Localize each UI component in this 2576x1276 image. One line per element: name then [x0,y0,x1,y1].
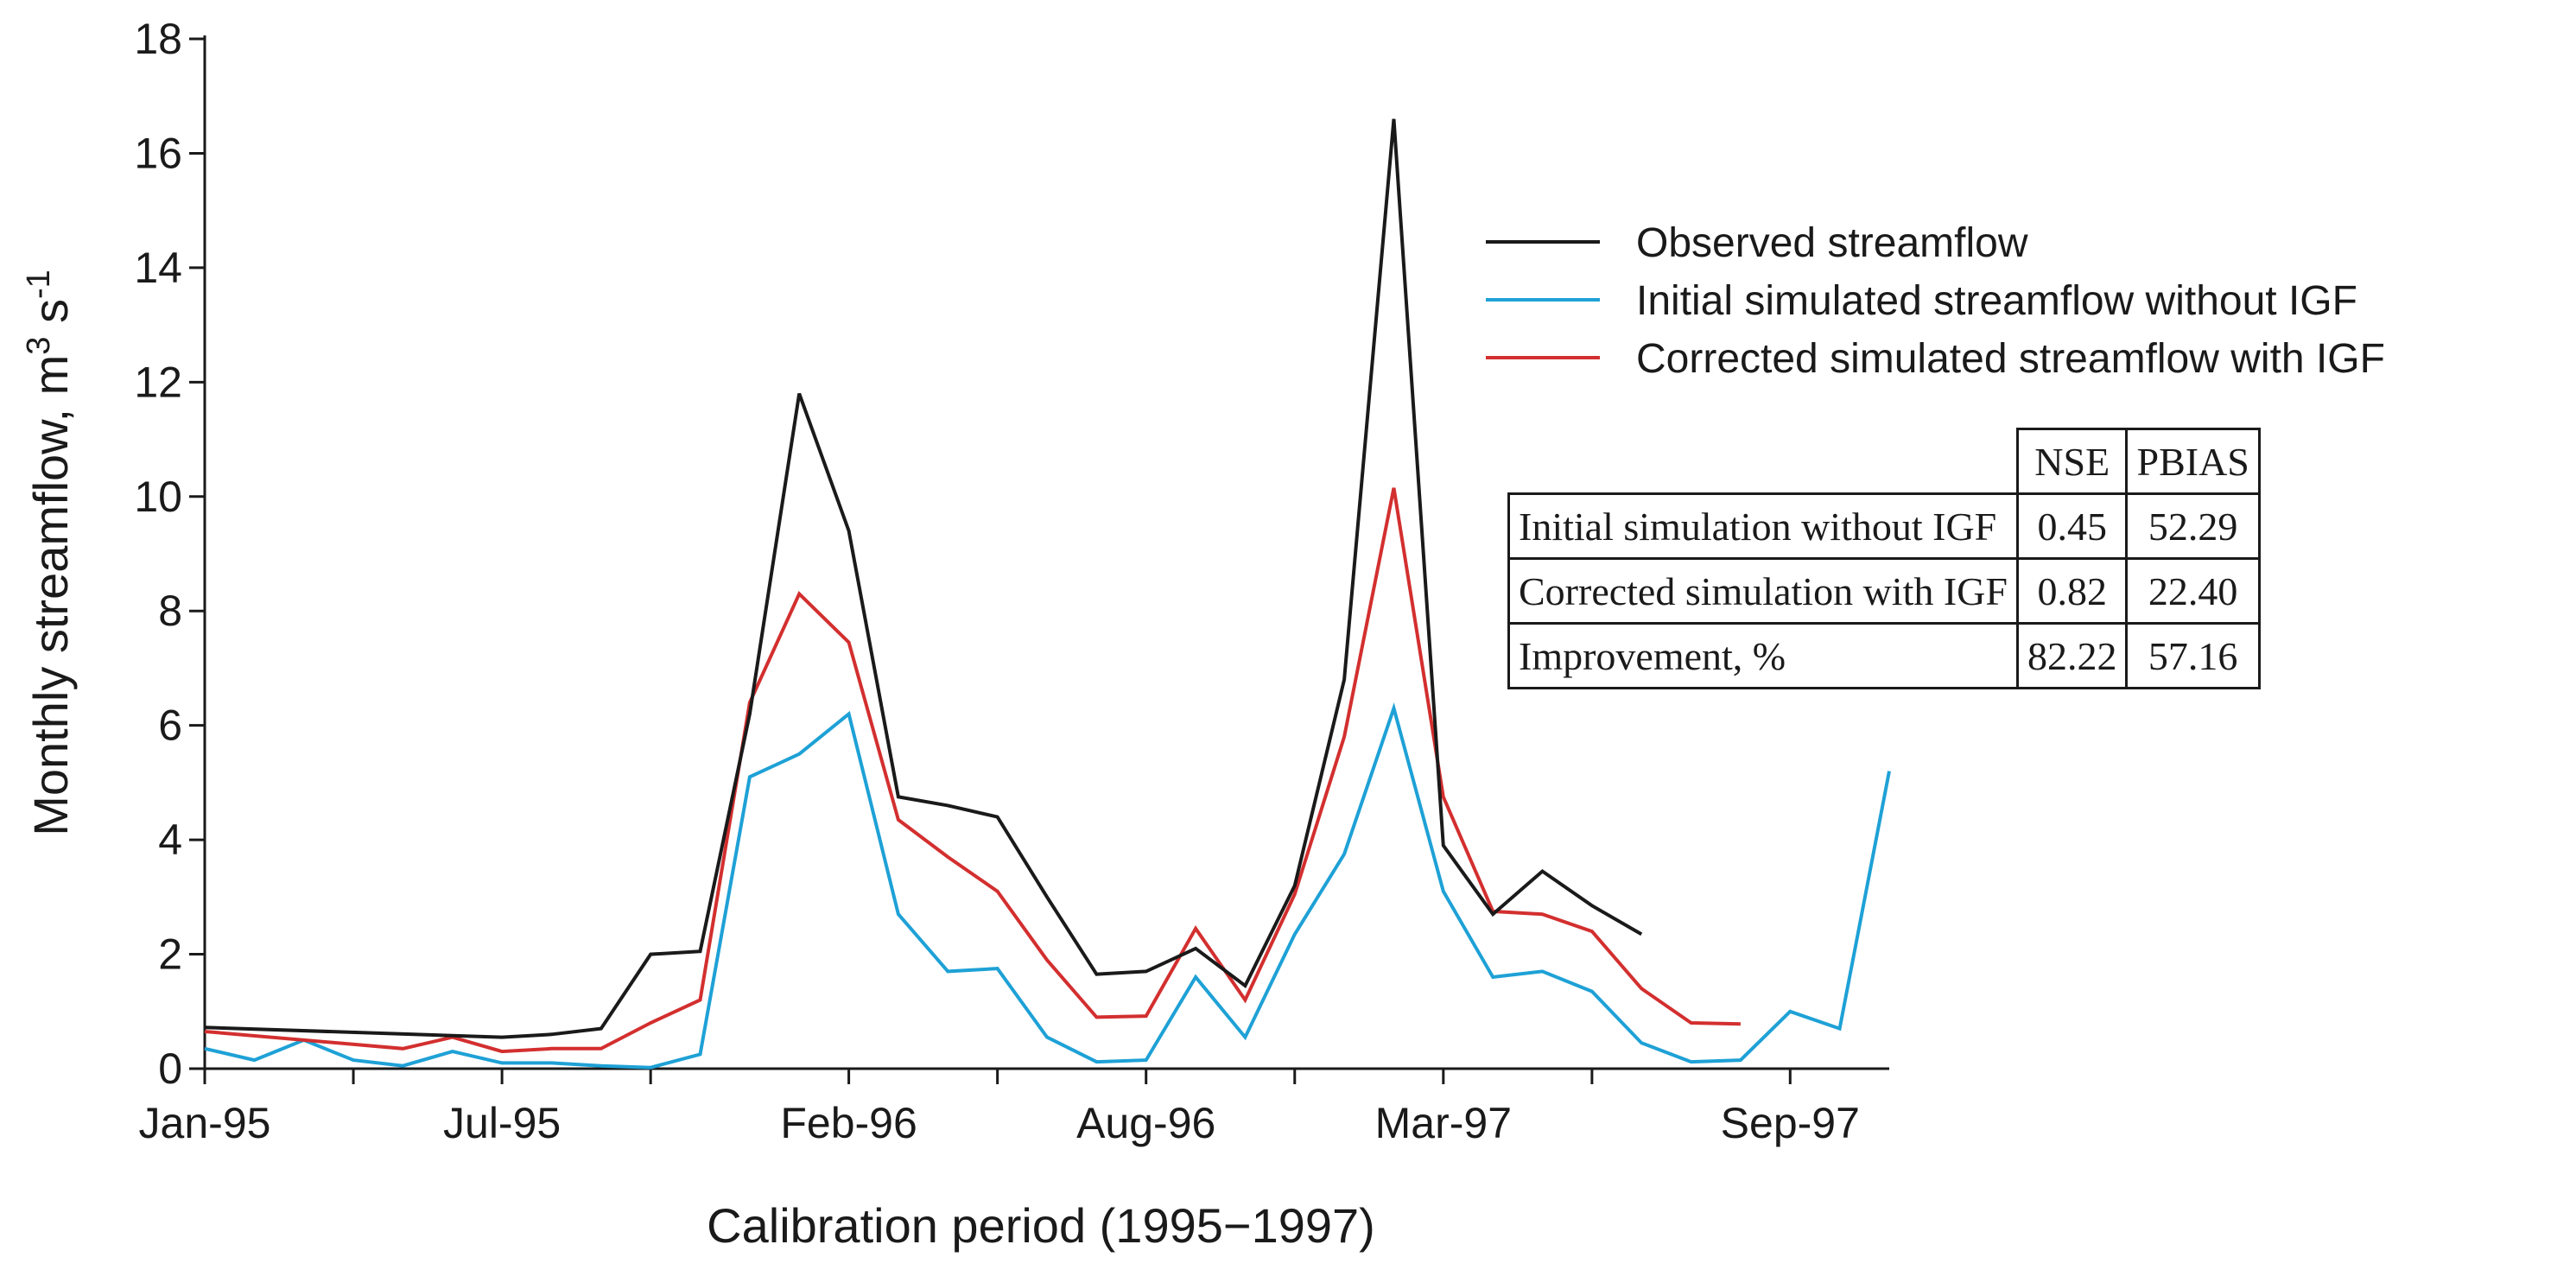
y-tick-label: 14 [134,244,182,292]
table-row-label: Initial simulation without IGF [1507,492,2019,560]
y-axis-ticks: 0 2 4 6 8 10 12 14 16 18 [134,15,205,1093]
y-tick-label: 16 [134,129,182,177]
table-header-blank [1508,429,2018,495]
table-row-label: Improvement, % [1507,622,2019,689]
table-cell-pbias: 57.16 [2125,622,2261,689]
table-row-label: Corrected simulation with IGF [1507,557,2019,625]
legend: Observed streamflow Initial simulated str… [1486,220,2385,382]
table-row: Initial simulation without IGF 0.45 52.2… [1507,492,2261,560]
legend-label-2: Corrected simulated streamflow with IGF [1636,336,2385,382]
x-tick-label: Jul-95 [443,1099,561,1147]
metrics-table: NSE PBIAS Initial simulation without IGF… [1507,428,2261,689]
x-tick-label: Sep-97 [1721,1099,1860,1147]
y-axis-title-sup1: 3 [21,337,57,355]
legend-label-0: Observed streamflow [1636,220,2028,266]
table-cell-pbias: 52.29 [2125,492,2261,560]
table-header-row: NSE PBIAS [1508,428,2261,495]
table-header-nse: NSE [2015,428,2129,495]
y-tick-label: 12 [134,358,182,406]
series-line-1 [204,701,1891,1070]
y-axis-title-mid: s [23,299,78,337]
x-axis-title: Calibration period (1995−1997) [707,1198,1375,1253]
table-cell-nse: 82.22 [2015,622,2129,689]
table-cell-pbias: 22.40 [2125,557,2261,625]
x-tick-label: Feb-96 [780,1099,917,1147]
x-axis-ticks: Jan-95 Jul-95 Feb-96 Aug-96 Mar-97 Sep-97 [139,1069,1860,1147]
x-tick-label: Mar-97 [1375,1099,1512,1147]
y-axis-title: Monthly streamflow, m3 s-1 [21,270,78,836]
y-tick-label: 6 [158,701,182,750]
x-tick-label: Jan-95 [139,1099,271,1147]
table-header-pbias: PBIAS [2125,428,2261,495]
table-cell-nse: 0.82 [2015,557,2129,625]
y-tick-label: 8 [158,587,182,635]
series-line-2 [204,487,1741,1054]
y-axis-title-main: Monthly streamflow, m [23,355,78,836]
table-row: Corrected simulation with IGF 0.82 22.40 [1507,557,2261,625]
axes [203,35,1889,1070]
series-lines [204,118,1891,1070]
x-tick-label: Aug-96 [1076,1099,1215,1147]
y-axis-title-sup2: -1 [21,270,57,299]
series-line-0 [204,118,1643,1039]
y-tick-label: 2 [158,930,182,979]
y-tick-label: 18 [134,15,182,63]
table-cell-nse: 0.45 [2015,492,2129,560]
y-tick-label: 0 [158,1044,182,1093]
y-tick-label: 4 [158,816,182,864]
table-row: Improvement, % 82.22 57.16 [1507,622,2261,689]
legend-label-1: Initial simulated streamflow without IGF [1636,278,2357,324]
y-tick-label: 10 [134,473,182,521]
